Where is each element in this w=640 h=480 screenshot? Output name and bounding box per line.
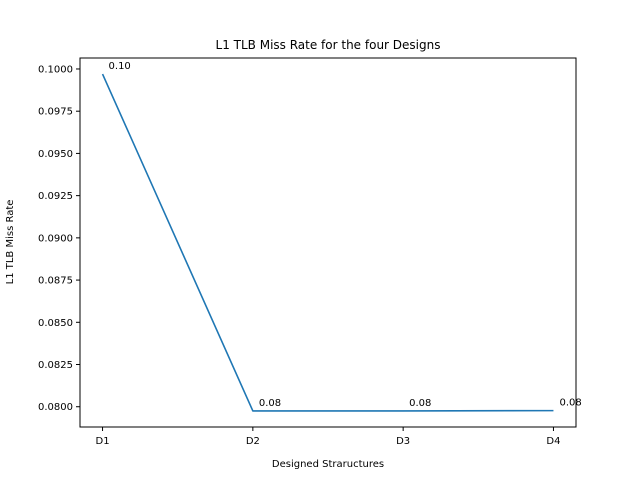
y-axis-ticks: 0.0800 0.0825 0.0850 0.0875 0.0900 0.0925 0.09… bbox=[38, 64, 80, 413]
y-tick-label: 0.0925 bbox=[38, 191, 73, 202]
data-label: 0.08 bbox=[559, 398, 581, 409]
x-axis-label: Designed Straructures bbox=[272, 459, 384, 470]
y-tick-label: 0.0975 bbox=[38, 107, 73, 118]
data-label: 0.08 bbox=[409, 398, 431, 409]
data-label: 0.08 bbox=[259, 398, 281, 409]
plot-area bbox=[79, 57, 577, 428]
chart-title: L1 TLB Miss Rate for the four Designs bbox=[216, 38, 441, 52]
x-tick-label: D1 bbox=[96, 436, 110, 447]
y-tick-label: 0.0900 bbox=[38, 233, 73, 244]
x-tick-label: D3 bbox=[396, 436, 410, 447]
y-tick-label: 0.0850 bbox=[38, 318, 73, 329]
data-label: 0.10 bbox=[109, 61, 131, 72]
y-tick-label: 0.0950 bbox=[38, 149, 73, 160]
y-tick-label: 0.0825 bbox=[38, 360, 73, 371]
y-tick-label: 0.0800 bbox=[38, 402, 73, 413]
x-axis-ticks: D1 D2 D3 D4 bbox=[96, 427, 560, 447]
x-tick-label: D2 bbox=[246, 436, 260, 447]
series-layer: 0.10 0.08 0.08 0.08 bbox=[101, 61, 582, 412]
plot-frame bbox=[79, 57, 577, 428]
series-line bbox=[101, 73, 554, 412]
x-tick-label: D4 bbox=[546, 436, 560, 447]
y-tick-label: 0.1000 bbox=[38, 64, 73, 75]
y-axis-label: L1 TLB Miss Rate bbox=[5, 200, 16, 285]
y-tick-label: 0.0875 bbox=[38, 276, 73, 287]
